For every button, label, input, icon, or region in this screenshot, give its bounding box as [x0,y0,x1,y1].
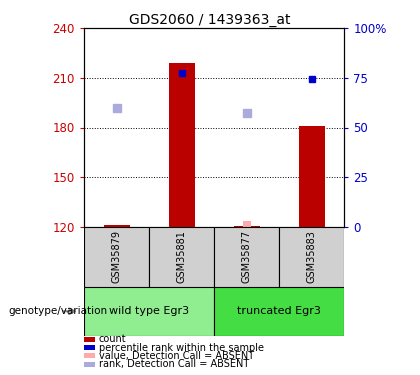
Text: count: count [99,334,126,344]
Bar [84,227,149,287]
Bar [234,226,260,227]
Bar [149,227,214,287]
Bar [214,227,279,287]
Text: rank, Detection Call = ABSENT: rank, Detection Call = ABSENT [99,359,249,369]
Text: GSM35879: GSM35879 [112,230,121,284]
Bar [299,126,325,227]
Text: value, Detection Call = ABSENT: value, Detection Call = ABSENT [99,351,254,361]
Text: truncated Egr3: truncated Egr3 [237,306,321,316]
Bar [168,63,194,227]
Text: GSM35883: GSM35883 [307,230,317,284]
Text: percentile rank within the sample: percentile rank within the sample [99,343,264,352]
Bar [243,221,251,227]
Text: wild type Egr3: wild type Egr3 [109,306,189,316]
Bar [214,287,344,336]
Bar [84,287,214,336]
Text: GDS2060 / 1439363_at: GDS2060 / 1439363_at [129,13,291,27]
Text: genotype/variation: genotype/variation [8,306,108,316]
Text: GSM35881: GSM35881 [177,230,186,284]
Bar [279,227,344,287]
Text: GSM35877: GSM35877 [242,230,252,284]
Bar [104,225,129,227]
